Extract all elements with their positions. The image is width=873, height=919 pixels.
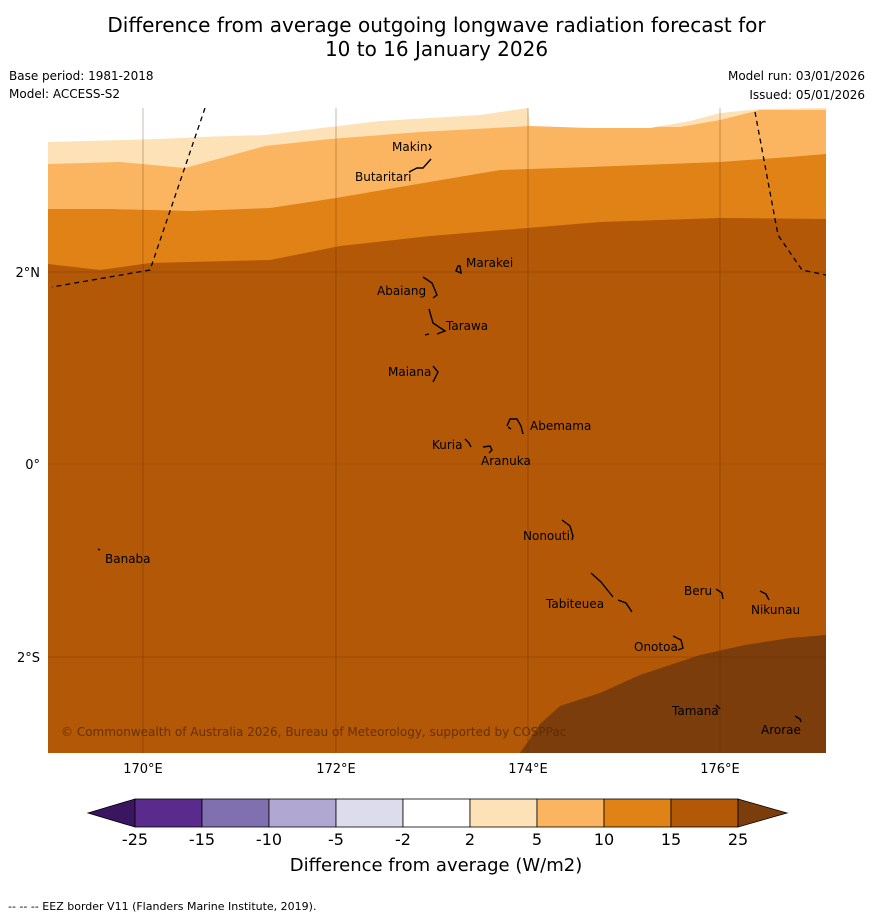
- base-period: Base period: 1981-2018: [9, 69, 154, 83]
- eez-legend-note: -- -- -- EEZ border V11 (Flanders Marine…: [8, 900, 317, 913]
- place-label-kuria: Kuria: [432, 438, 463, 452]
- lon-label-172e: 172°E: [316, 762, 356, 777]
- issued-date: Issued: 05/01/2026: [749, 88, 865, 102]
- lat-label-2s: 2°S: [17, 651, 40, 666]
- graticule: [48, 108, 826, 753]
- colorbar-segment: [201, 798, 270, 828]
- place-label-banaba: Banaba: [105, 552, 151, 566]
- lat-label-2n: 2°N: [16, 266, 41, 281]
- place-label-butaritari: Butaritari: [355, 170, 412, 184]
- map-panel: Makin Butaritari Marakei Abaiang Tarawa …: [48, 108, 826, 753]
- island-arorae: [794, 715, 802, 723]
- colorbar-segment: [335, 798, 404, 828]
- colorbar-tick-label: -15: [189, 830, 215, 849]
- place-label-onotoa: Onotoa: [634, 640, 678, 654]
- island-abaiang: [422, 276, 438, 299]
- map-title-line-2: 10 to 16 January 2026: [324, 37, 549, 61]
- colorbar-segment: [603, 798, 672, 828]
- eez-border: [51, 108, 826, 288]
- colorbar-segment: [469, 798, 538, 828]
- colorbar-tick-label: -5: [328, 830, 344, 849]
- colorbar-segment: [402, 798, 471, 828]
- lon-label-176e: 176°E: [700, 762, 740, 777]
- island-aranuka: [482, 445, 493, 454]
- colorbar-tick-label: 10: [594, 830, 614, 849]
- place-label-tabiteuea: Tabiteuea: [545, 597, 604, 611]
- island-abemama: [506, 418, 524, 435]
- colorbar-extend-low: [86, 798, 136, 828]
- place-label-tamana: Tamana: [671, 704, 719, 718]
- colorbar-tick-label: 5: [532, 830, 542, 849]
- band-minus2-2: [48, 108, 826, 142]
- place-label-nonouti: Nonouti: [523, 529, 570, 543]
- island-beru: [715, 588, 724, 600]
- island-banaba: [97, 548, 101, 551]
- band-25-plus: [520, 635, 826, 753]
- place-label-arorae: Arorae: [761, 723, 801, 737]
- colorbar-segment: [268, 798, 337, 828]
- island-kuria: [464, 438, 472, 448]
- copyright-notice: © Commonwealth of Australia 2026, Bureau…: [61, 725, 566, 739]
- colorbar-extend-high: [737, 798, 789, 828]
- colorbar-segment: [670, 798, 739, 828]
- place-label-tarawa: Tarawa: [445, 319, 488, 333]
- lon-label-170e: 170°E: [123, 762, 163, 777]
- island-tabiteuea: [590, 572, 633, 613]
- colorbar-tick-label: -2: [395, 830, 411, 849]
- place-label-aranuka: Aranuka: [481, 454, 531, 468]
- colorbar-tick-label: 2: [465, 830, 475, 849]
- island-outlines: [97, 143, 802, 723]
- island-makin: [428, 143, 432, 151]
- colorbar-segment: [134, 798, 203, 828]
- place-label-abaiang: Abaiang: [377, 284, 426, 298]
- island-nikunau: [759, 590, 770, 601]
- place-label-abemama: Abemama: [530, 419, 591, 433]
- island-onotoa: [672, 635, 684, 651]
- colorbar: -25 -15 -10 -5 -2 2 5 10 15 25: [86, 798, 789, 849]
- lon-label-174e: 174°E: [508, 762, 548, 777]
- island-maiana: [432, 365, 439, 383]
- place-label-beru: Beru: [684, 584, 712, 598]
- colorbar-segment: [536, 798, 605, 828]
- colorbar-tick-label: -10: [256, 830, 282, 849]
- model-name: Model: ACCESS-S2: [9, 87, 121, 101]
- colorbar-tick-label: -25: [122, 830, 148, 849]
- place-label-nikunau: Nikunau: [751, 603, 800, 617]
- model-run: Model run: 03/01/2026: [727, 69, 865, 83]
- place-label-marakei: Marakei: [466, 256, 513, 270]
- island-marakei: [455, 265, 462, 275]
- island-tarawa: [424, 308, 447, 336]
- colorbar-label: Difference from average (W/m2): [290, 855, 582, 876]
- lat-label-0: 0°: [25, 458, 40, 473]
- island-butaritari: [408, 158, 432, 173]
- place-label-maiana: Maiana: [388, 365, 431, 379]
- colorbar-tick-label: 25: [728, 830, 748, 849]
- colorbar-tick-label: 15: [661, 830, 681, 849]
- island-nonouti: [561, 519, 574, 541]
- island-tamana: [715, 704, 721, 710]
- place-label-makin: Makin: [392, 140, 428, 154]
- map-title-line-1: Difference from average outgoing longwav…: [107, 13, 766, 37]
